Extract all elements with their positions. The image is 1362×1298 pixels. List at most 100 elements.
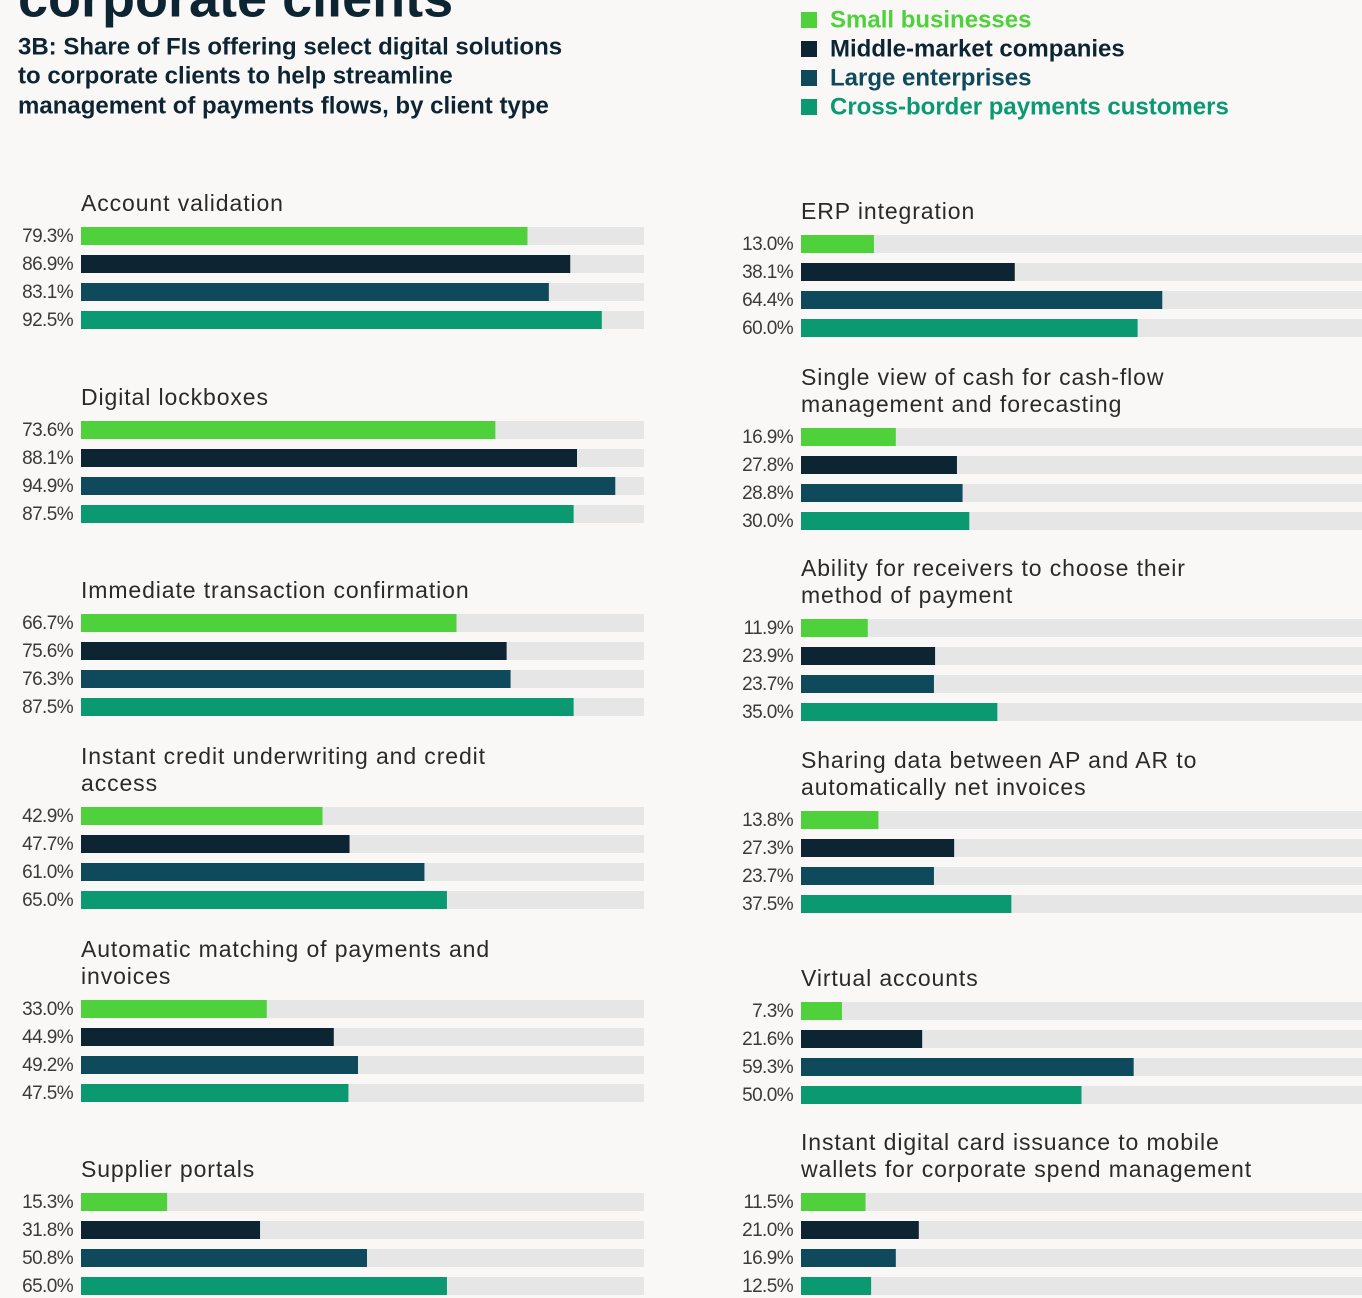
bar: [81, 863, 425, 881]
bar: [801, 703, 998, 721]
value-label: 21.6%: [742, 1029, 794, 1050]
bar: [81, 1084, 349, 1102]
legend-label: Large enterprises: [830, 64, 1031, 91]
category-label: Immediate transaction confirmation: [81, 577, 470, 603]
legend-swatch: [801, 41, 817, 57]
value-label: 87.5%: [22, 504, 74, 525]
legend-swatch: [801, 12, 817, 28]
category-label: Digital lockboxes: [81, 384, 269, 410]
bar: [81, 1000, 267, 1018]
bar: [801, 647, 936, 665]
bar-track: [801, 1221, 1362, 1239]
category-label: Account validation: [81, 190, 284, 216]
value-label: 86.9%: [22, 254, 74, 275]
bar: [801, 1249, 896, 1267]
value-label: 73.6%: [22, 420, 74, 441]
bar: [801, 1193, 866, 1211]
bar-track: [801, 1030, 1362, 1048]
value-label: 94.9%: [22, 476, 74, 497]
bar-track: [81, 1193, 644, 1211]
bar-track: [801, 811, 1362, 829]
bar: [81, 1028, 334, 1046]
bar: [81, 670, 511, 688]
bar: [801, 1086, 1082, 1104]
bar: [81, 227, 528, 245]
bar: [801, 235, 874, 253]
bar-track: [801, 619, 1362, 637]
bar: [801, 867, 934, 885]
value-label: 16.9%: [742, 427, 794, 448]
legend-swatch: [801, 99, 817, 115]
bar: [801, 291, 1163, 309]
bar: [81, 835, 350, 853]
bar: [81, 1056, 358, 1074]
category-label: Automatic matching of payments and invoic…: [81, 936, 490, 989]
bar: [81, 614, 457, 632]
legend-label: Middle-market companies: [830, 35, 1125, 62]
value-label: 7.3%: [752, 1001, 794, 1022]
bar: [801, 263, 1015, 281]
value-label: 33.0%: [22, 999, 74, 1020]
subtitle: management of payments flows, by client …: [18, 92, 549, 119]
bar: [801, 675, 934, 693]
bar-track: [801, 867, 1362, 885]
bar-track: [801, 1193, 1362, 1211]
category-label: Instant credit underwriting and credit ac…: [81, 743, 486, 796]
value-label: 65.0%: [22, 890, 74, 911]
bar-track: [801, 675, 1362, 693]
bar-track: [801, 1249, 1362, 1267]
value-label: 59.3%: [742, 1057, 794, 1078]
bar: [801, 456, 957, 474]
value-label: 87.5%: [22, 697, 74, 718]
value-label: 30.0%: [742, 511, 794, 532]
value-label: 27.8%: [742, 455, 794, 476]
value-label: 92.5%: [22, 310, 74, 331]
subtitle: 3B: Share of FIs offering select digital…: [18, 33, 562, 60]
legend-label: Small businesses: [830, 6, 1031, 33]
chart-title: corporate clients: [18, 0, 453, 28]
value-label: 13.8%: [742, 810, 794, 831]
bar: [81, 1193, 168, 1211]
value-label: 50.0%: [742, 1085, 794, 1106]
value-label: 64.4%: [742, 290, 794, 311]
bar: [81, 505, 574, 523]
bar-track: [801, 235, 1362, 253]
value-label: 60.0%: [742, 318, 794, 339]
value-label: 83.1%: [22, 282, 74, 303]
category-label: Single view of cash for cash-flow managem…: [801, 364, 1164, 417]
value-label: 44.9%: [22, 1027, 74, 1048]
bar: [801, 839, 955, 857]
bar: [81, 449, 578, 467]
bar: [81, 421, 496, 439]
bar: [81, 642, 507, 660]
value-label: 61.0%: [22, 862, 74, 883]
value-label: 76.3%: [22, 669, 74, 690]
value-label: 37.5%: [742, 894, 794, 915]
category-label: Instant digital card issuance to mobile w…: [800, 1129, 1252, 1182]
bar-track: [801, 428, 1362, 446]
value-label: 12.5%: [742, 1276, 794, 1297]
value-label: 11.5%: [744, 1192, 794, 1213]
value-label: 13.0%: [742, 234, 794, 255]
bar-track: [801, 1277, 1362, 1295]
value-label: 49.2%: [22, 1055, 74, 1076]
value-label: 11.9%: [744, 618, 794, 639]
bar: [81, 1221, 261, 1239]
bar: [81, 698, 574, 716]
category-label: Sharing data between AP and AR to automat…: [801, 747, 1197, 800]
bar: [801, 1277, 872, 1295]
bar: [801, 1002, 842, 1020]
legend-label: Cross-border payments customers: [830, 93, 1229, 120]
value-label: 88.1%: [22, 448, 74, 469]
value-label: 65.0%: [22, 1276, 74, 1297]
bar-track: [801, 1002, 1362, 1020]
value-label: 47.7%: [22, 834, 74, 855]
category-label: Virtual accounts: [801, 965, 979, 991]
value-label: 47.5%: [22, 1083, 74, 1104]
bar: [81, 891, 447, 909]
value-label: 75.6%: [22, 641, 74, 662]
category-label: ERP integration: [801, 198, 975, 224]
value-label: 21.0%: [742, 1220, 794, 1241]
bar: [801, 895, 1012, 913]
